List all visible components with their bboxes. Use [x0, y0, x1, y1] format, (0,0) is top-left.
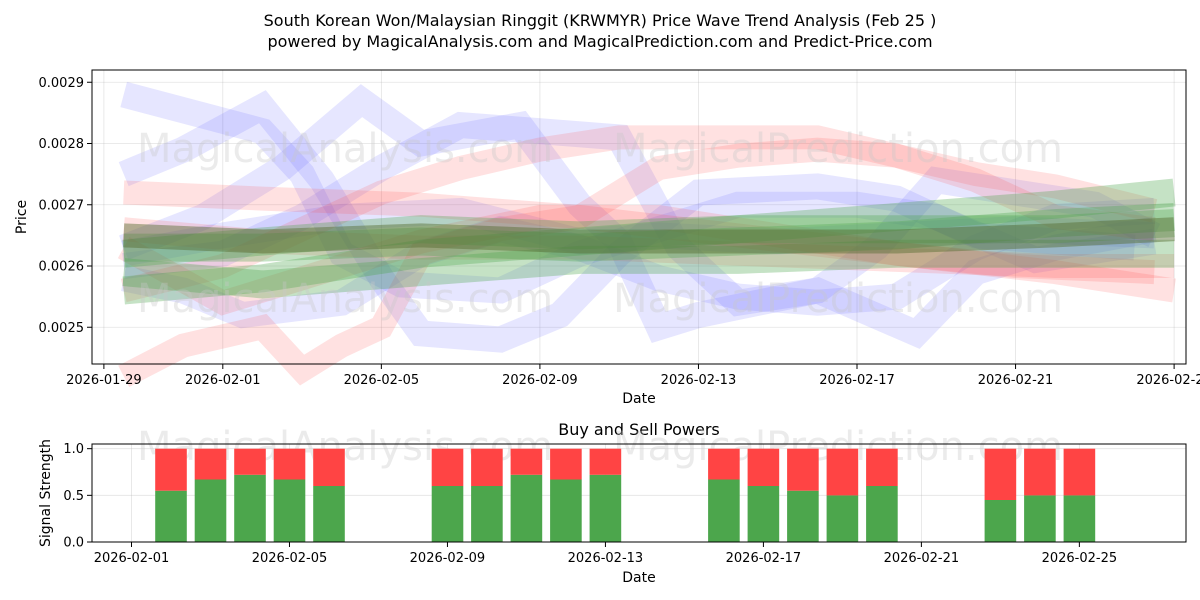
price-wave-red-5 [117, 205, 1155, 316]
price-wave-green-3 [122, 239, 1175, 299]
signal-chart-title: Buy and Sell Powers [558, 420, 720, 439]
price-x-tick-label: 2026-02-21 [978, 373, 1054, 388]
price-wave-blue-6 [121, 197, 1155, 267]
price-wave-blue-1 [120, 81, 1157, 304]
watermark-bottom-right: MagicalPrediction.com [613, 276, 1063, 322]
price-wave-red-2 [120, 125, 1158, 303]
price-wave-blue-5 [122, 111, 1161, 317]
signal-plot-frame [91, 443, 1187, 543]
sell-bar [589, 448, 622, 475]
sell-bar [273, 448, 306, 480]
buy-bar [234, 474, 266, 542]
chart-title-line2: powered by MagicalAnalysis.com and Magic… [267, 32, 932, 51]
sell-bar [1063, 448, 1096, 496]
sell-bar [234, 448, 266, 475]
sell-bar [313, 448, 345, 486]
price-y-tick-label: 0.0025 [39, 321, 85, 336]
sell-bar [866, 448, 898, 486]
signal-y-axis-label: Signal Strength [38, 439, 54, 547]
buy-bar [708, 479, 740, 542]
price-wave-blue-4 [121, 197, 1156, 329]
price-wave-green-1 [122, 178, 1176, 305]
price-waves [117, 81, 1176, 387]
signal-y-tick-label: 0.5 [63, 489, 84, 504]
buy-bar [866, 486, 898, 542]
sell-bar [826, 448, 859, 496]
sell-bar [471, 448, 503, 486]
signal-chart: Buy and Sell Powers MagicalAnalysis.com … [38, 420, 1187, 586]
price-plot-area [92, 70, 1186, 364]
price-wave-red-4 [122, 217, 1175, 278]
price-wave-blue-3 [119, 84, 1157, 349]
price-plot-frame [91, 69, 1187, 365]
buy-bar [471, 486, 503, 542]
chart-title-line1: South Korean Won/Malaysian Ringgit (KRWM… [264, 11, 937, 30]
price-wave-green-2 [122, 209, 1175, 268]
sell-bar [155, 448, 187, 491]
buy-bar [826, 495, 859, 542]
price-grid [92, 70, 1186, 364]
signal-x-axis-label: Date [622, 570, 655, 586]
signal-x-tick-label: 2026-02-25 [1042, 551, 1118, 566]
signal-x-tick-label: 2026-02-21 [884, 551, 960, 566]
watermark-top-right: MagicalPrediction.com [613, 126, 1063, 172]
buy-bar [273, 479, 306, 542]
price-chart: MagicalAnalysis.com MagicalPrediction.co… [14, 69, 1200, 407]
buy-bar [550, 479, 582, 542]
signal-y-tick-label: 0.0 [63, 536, 84, 551]
price-y-tick-label: 0.0028 [39, 137, 85, 152]
price-y-axis-label: Price [14, 200, 30, 234]
price-x-tick-label: 2026-02-13 [661, 373, 737, 388]
price-wave-darkgreen-1 [123, 217, 1175, 254]
sell-bar [194, 448, 227, 480]
price-x-tick-label: 2026-02-25 [1136, 373, 1200, 388]
buy-bar [984, 500, 1017, 542]
signal-axes: 2026-02-01 2026-02-05 2026-02-09 2026-02-13… [63, 442, 1117, 566]
sell-bar [787, 448, 819, 491]
buy-bar [1024, 495, 1056, 542]
sell-bar [431, 448, 464, 486]
signal-bars [155, 448, 1096, 542]
buy-bar [431, 486, 464, 542]
sell-bar [747, 448, 780, 486]
price-x-tick-label: 2026-02-01 [185, 373, 261, 388]
buy-bar [787, 490, 819, 542]
price-axes: 2026-01-29 2026-02-01 2026-02-05 2026-02-09… [39, 76, 1200, 388]
buy-bar [194, 479, 227, 542]
buy-bar [155, 490, 187, 542]
price-x-tick-label: 2026-01-29 [66, 373, 142, 388]
signal-x-tick-label: 2026-02-17 [726, 551, 802, 566]
signal-x-tick-label: 2026-02-05 [252, 551, 328, 566]
price-x-tick-label: 2026-02-05 [344, 373, 420, 388]
price-wave-red-3 [123, 180, 1176, 303]
signal-x-tick-label: 2026-02-13 [568, 551, 644, 566]
price-y-tick-label: 0.0027 [39, 198, 85, 213]
price-wave-blue-2 [118, 90, 1136, 353]
buy-bar [313, 486, 345, 542]
price-x-axis-label: Date [622, 391, 655, 407]
watermark-bottom-left: MagicalAnalysis.com [137, 276, 553, 322]
buy-bar [1063, 495, 1096, 542]
price-wave-red-1 [118, 137, 1156, 387]
signal-x-tick-label: 2026-02-09 [410, 551, 486, 566]
price-x-tick-label: 2026-02-17 [819, 373, 895, 388]
buy-bar [589, 474, 622, 542]
sell-bar [708, 448, 740, 480]
price-y-tick-label: 0.0026 [39, 260, 85, 275]
buy-bar [510, 474, 543, 542]
watermark-top-left: MagicalAnalysis.com [137, 126, 553, 172]
sell-bar [550, 448, 582, 480]
sell-bar [984, 448, 1017, 500]
sell-bar [1024, 448, 1056, 496]
signal-x-tick-label: 2026-02-01 [94, 551, 170, 566]
sell-bar [510, 448, 543, 475]
price-x-tick-label: 2026-02-09 [502, 373, 578, 388]
signal-y-tick-label: 1.0 [63, 442, 84, 457]
buy-bar [747, 486, 780, 542]
price-y-tick-label: 0.0029 [39, 76, 85, 91]
price-wave-green-4 [123, 203, 1175, 262]
